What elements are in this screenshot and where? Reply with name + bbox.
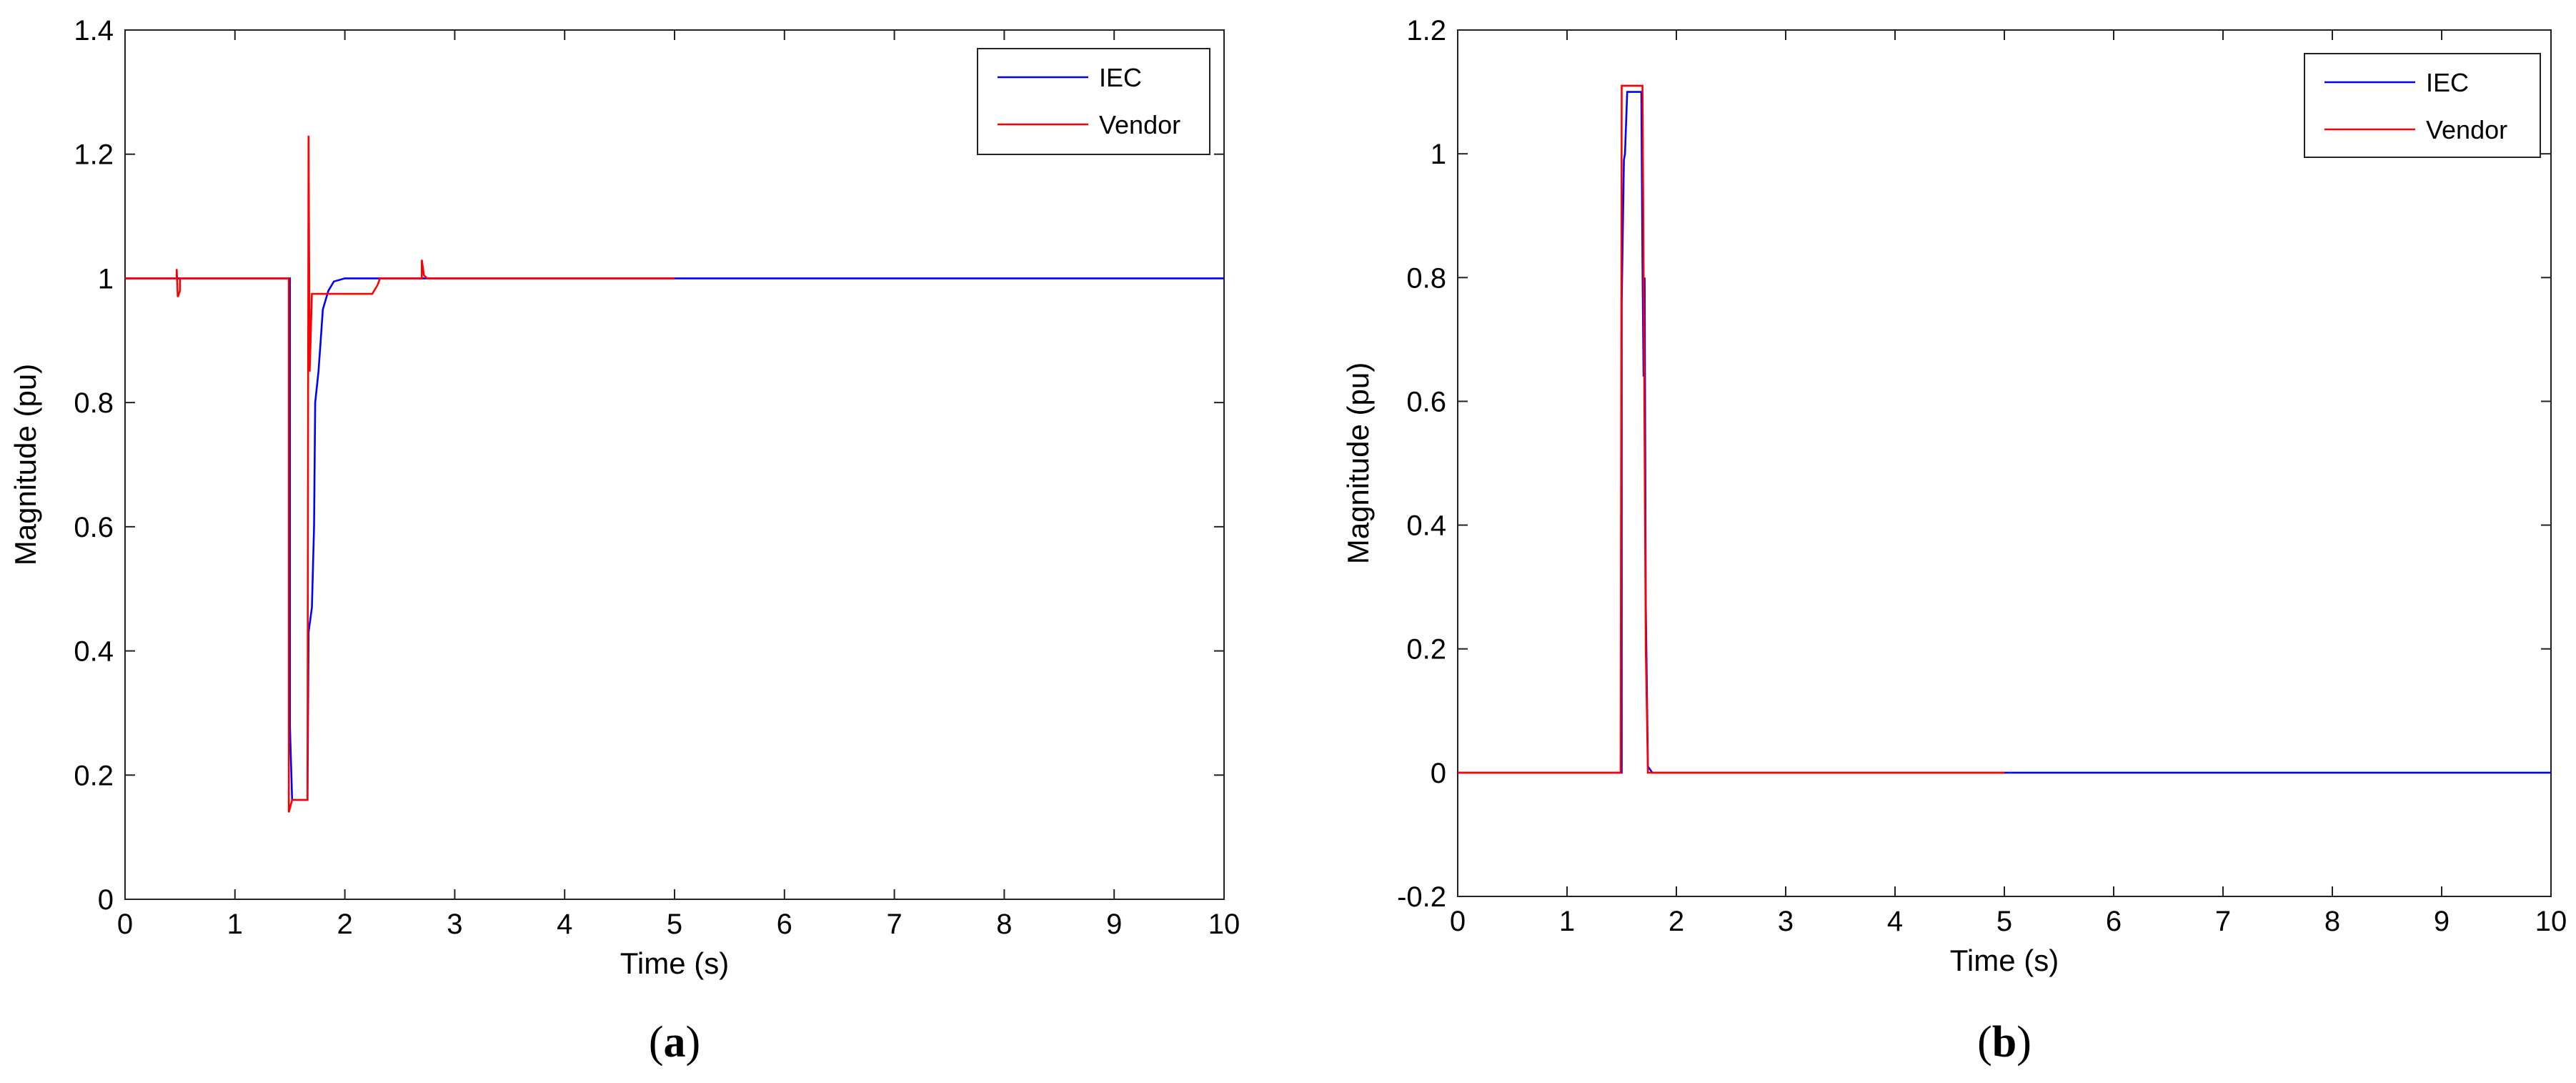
y-axis-label: Magnitude (pu) [1341, 362, 1375, 565]
y-tick-label: 0.2 [1406, 634, 1446, 666]
y-tick-label: 0.4 [1406, 510, 1446, 542]
y-tick-label: 0.8 [1406, 262, 1446, 294]
y-tick-label: 1 [98, 263, 114, 295]
y-tick-label: 0.6 [74, 512, 114, 543]
legend-box [977, 48, 1210, 155]
y-tick-label: 1.2 [1406, 15, 1446, 46]
x-tick-label: 1 [1559, 906, 1575, 937]
x-tick-label: 3 [447, 909, 462, 940]
x-tick-label: 1 [227, 909, 243, 940]
legend-label: Vendor [2426, 115, 2507, 144]
legend-box [2304, 53, 2541, 158]
x-tick-label: 3 [1778, 906, 1794, 937]
x-tick-label: 4 [557, 909, 572, 940]
legend-label: IEC [2426, 68, 2469, 97]
y-tick-label: 1.4 [74, 15, 114, 46]
x-tick-label: 8 [996, 909, 1012, 940]
y-tick-label: -0.2 [1397, 881, 1446, 913]
y-tick-label: 1.2 [74, 139, 114, 171]
y-tick-label: 0.6 [1406, 386, 1446, 417]
y-tick-label: 1 [1431, 139, 1446, 170]
y-tick-label: 0.8 [74, 387, 114, 419]
x-tick-label: 7 [886, 909, 902, 940]
x-tick-label: 2 [1669, 906, 1684, 937]
x-tick-label: 2 [337, 909, 352, 940]
series-line-iec [125, 277, 1224, 801]
series-group [125, 135, 1224, 813]
x-tick-label: 0 [117, 909, 133, 940]
x-tick-label: 5 [667, 909, 682, 940]
x-tick-label: 4 [1887, 906, 1903, 937]
x-tick-label: 6 [777, 909, 792, 940]
x-tick-label: 9 [1106, 909, 1122, 940]
x-tick-label: 9 [2434, 906, 2450, 937]
series-line-vendor [1458, 84, 2004, 774]
y-axis-label: Magnitude (pu) [9, 364, 42, 566]
x-tick-label: 6 [2106, 906, 2122, 937]
panel-caption: (a) [649, 1018, 700, 1067]
x-axis-label: Time (s) [1950, 944, 2059, 977]
x-tick-label: 0 [1450, 906, 1466, 937]
y-tick-label: 0 [1431, 758, 1446, 789]
x-tick-label: 8 [2324, 906, 2340, 937]
chart-panel-a: 0 1 2 3 4 5 6 7 8 9 10 0 0.2 0.4 0.6 0.8 1 1.2 1.4 Time (s)… [9, 15, 1240, 1067]
series-line-vendor [125, 135, 675, 813]
y-tick-label: 0 [98, 884, 114, 916]
x-tick-label: 10 [1208, 909, 1240, 940]
legend-label: Vendor [1099, 110, 1180, 139]
x-tick-label: 7 [2215, 906, 2231, 937]
y-tick-label: 0.4 [74, 636, 114, 668]
legend-label: IEC [1099, 63, 1142, 92]
series-group [1458, 84, 2551, 774]
x-tick-label: 5 [1996, 906, 2012, 937]
legend: IEC Vendor [977, 48, 1210, 155]
legend: IEC Vendor [2304, 53, 2541, 158]
plot-area [1457, 29, 2552, 897]
y-tick-label: 0.2 [74, 760, 114, 791]
x-axis-label: Time (s) [620, 946, 729, 980]
panel-caption: (b) [1977, 1018, 2032, 1067]
x-tick-label: 10 [2535, 906, 2567, 937]
